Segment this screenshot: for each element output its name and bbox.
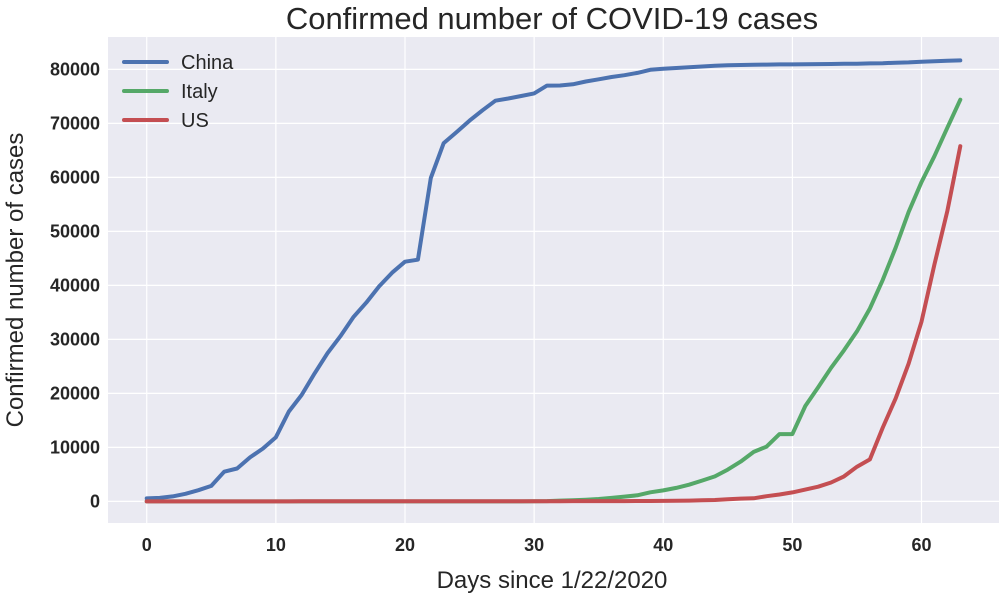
y-tick-label: 30000 <box>50 329 100 349</box>
x-tick-label: 60 <box>912 535 932 555</box>
x-tick-label: 10 <box>266 535 286 555</box>
x-tick-label: 40 <box>653 535 673 555</box>
legend-label-italy: Italy <box>181 81 218 103</box>
series-line-us <box>144 144 963 504</box>
y-tick-label: 10000 <box>50 437 100 457</box>
legend-label-china: China <box>181 52 234 74</box>
y-axis-ticks: 0 10000 20000 30000 40000 50000 60000 70000 8000… <box>50 59 100 511</box>
legend: China Italy US <box>122 52 234 132</box>
y-tick-label: 50000 <box>50 221 100 241</box>
x-tick-label: 0 <box>142 535 152 555</box>
x-tick-label: 30 <box>524 535 544 555</box>
legend-label-us: US <box>181 110 209 132</box>
y-tick-label: 60000 <box>50 167 100 187</box>
x-tick-label: 20 <box>395 535 415 555</box>
series-line-china <box>144 58 963 501</box>
y-tick-label: 80000 <box>50 59 100 79</box>
x-axis-ticks: 0 10 20 30 40 50 60 <box>142 535 932 555</box>
y-tick-label: 40000 <box>50 275 100 295</box>
plot-area <box>108 37 999 523</box>
y-tick-label: 20000 <box>50 383 100 403</box>
x-tick-label: 50 <box>782 535 802 555</box>
x-axis-label: Days since 1/22/2020 <box>437 567 668 594</box>
y-tick-label: 70000 <box>50 113 100 133</box>
chart-title: Confirmed number of COVID-19 cases <box>286 1 818 36</box>
y-tick-label: 0 <box>90 491 100 511</box>
y-axis-label: Confirmed number of cases <box>2 133 29 428</box>
series-lines <box>144 58 963 504</box>
